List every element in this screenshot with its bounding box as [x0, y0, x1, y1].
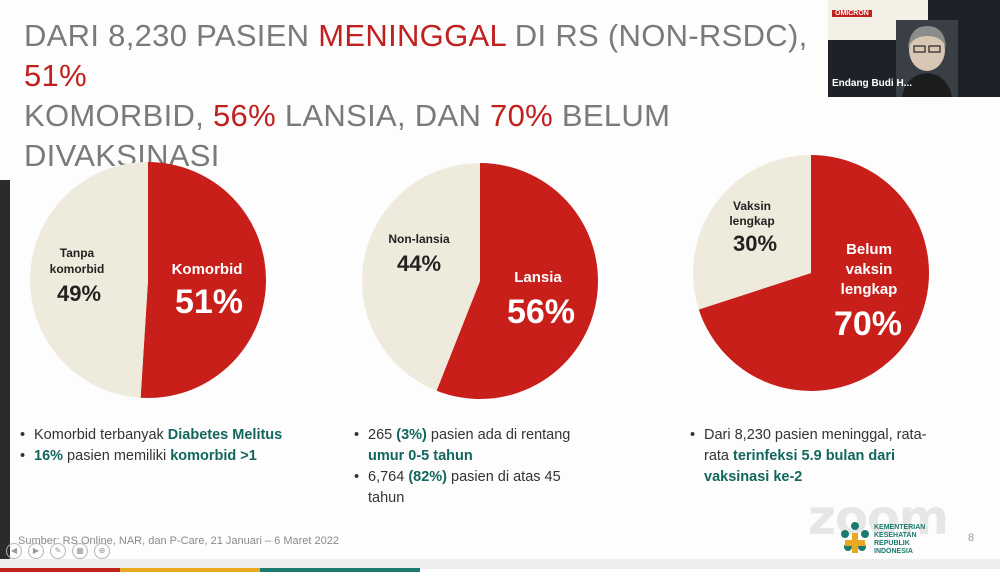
title-highlight: 56% — [213, 98, 276, 133]
pie1-label-b-pct: 49% — [57, 281, 101, 306]
note-text: 265 — [368, 427, 397, 443]
pie3-label-a-pct: 70% — [834, 305, 902, 343]
note-highlight: terinfeksi 5.9 bulan dari — [733, 448, 895, 464]
pie-slice-tanpa-komorbid — [30, 162, 148, 398]
pie2-label-b-line1: Non-lansia — [388, 232, 450, 246]
poster-tag: OMICRON — [832, 10, 872, 17]
title-text: DARI 8,230 PASIEN — [24, 18, 319, 53]
pie3-label-b-pct: 30% — [733, 231, 777, 256]
note-highlight: vaksinasi ke-2 — [704, 469, 803, 485]
pie2-label-a-line1: Lansia — [514, 269, 562, 286]
pie1-label-a-line1: Komorbid — [172, 261, 243, 278]
title-highlight: 51% — [24, 58, 87, 93]
pie-chart-vaksin — [693, 155, 930, 391]
list-item: Komorbid terbanyak Diabetes Melitus — [20, 425, 340, 446]
kemenkes-logo: KEMENTERIAN KESEHATAN REPUBLIK INDONESIA — [838, 520, 958, 560]
note-text: Komorbid terbanyak — [34, 427, 168, 443]
left-edge-bar — [0, 180, 10, 569]
note-text: tahun — [368, 490, 405, 506]
note-text: pasien memiliki — [63, 448, 171, 464]
presentation-progress-bar — [0, 559, 1000, 572]
pen-icon[interactable]: ✎ — [50, 543, 66, 559]
note-text: rata — [704, 448, 734, 464]
slide-controls: ◀ ▶ ✎ ▦ ⊕ — [6, 540, 116, 560]
pie3-label-a-line3: lengkap — [841, 281, 898, 298]
zoom-in-icon[interactable]: ⊕ — [94, 543, 110, 559]
note-text: pasien ada di rentang — [426, 427, 571, 443]
notes-lansia: 265 (3%) pasien ada di rentang umur 0-5 t… — [354, 425, 604, 509]
note-highlight: umur 0-5 tahun — [368, 448, 473, 464]
note-highlight: (3%) — [396, 427, 427, 443]
pie-slice-vaksin-lengkap — [693, 155, 811, 310]
prev-slide-icon[interactable]: ◀ — [6, 543, 22, 559]
note-text: Dari 8,230 pasien meninggal, rata- — [704, 427, 927, 443]
title-highlight: MENINGGAL — [318, 18, 506, 53]
pie-slice-komorbid — [140, 161, 267, 398]
pie1-label-b-line2: komorbid — [50, 262, 105, 276]
note-text: 6,764 — [368, 469, 409, 485]
list-item: Dari 8,230 pasien meninggal, rata-rata t… — [690, 425, 960, 488]
note-highlight: Diabetes Melitus — [167, 427, 283, 443]
page-number: 8 — [968, 532, 975, 544]
note-highlight: komorbid >1 — [170, 448, 257, 464]
pie-slice-non-lansia — [361, 163, 480, 391]
pie-chart-lansia — [361, 163, 598, 399]
participant-avatar-icon — [896, 20, 958, 97]
kemenkes-emblem-icon — [841, 522, 869, 553]
next-slide-icon[interactable]: ▶ — [28, 543, 44, 559]
note-text: pasien di atas 45 — [447, 469, 561, 485]
kemenkes-line: REPUBLIK — [874, 540, 910, 547]
kemenkes-line: INDONESIA — [874, 548, 913, 555]
note-highlight: (82%) — [408, 469, 448, 485]
pie1-label-a-pct: 51% — [175, 283, 243, 321]
list-item: 16% pasien memiliki komorbid >1 — [20, 446, 340, 467]
pie2-label-b-pct: 44% — [397, 251, 441, 276]
pie3-label-a-line1: Belum — [846, 241, 892, 258]
kemenkes-line: KESEHATAN — [874, 532, 917, 539]
title-text: DI RS (NON-RSDC), — [505, 18, 808, 53]
pie1-label-b-line1: Tanpa — [60, 246, 95, 260]
note-highlight: 16% — [34, 448, 64, 464]
pie2-label-a-pct: 56% — [507, 293, 575, 331]
kemenkes-text: KEMENTERIAN KESEHATAN REPUBLIK INDONESIA — [874, 524, 925, 556]
pie-chart-komorbid — [30, 161, 267, 398]
title-text: BELUM DIVAKSINASI — [24, 98, 671, 173]
notes-vaksin: Dari 8,230 pasien meninggal, rata-rata t… — [690, 425, 960, 488]
pie-slice-lansia — [436, 163, 598, 399]
kemenkes-line: KEMENTERIAN — [874, 524, 926, 531]
pie3-label-a-line2: vaksin — [846, 261, 893, 278]
list-item: 6,764 (82%) pasien di atas 45 tahun — [354, 467, 604, 509]
slide-title: DARI 8,230 PASIEN MENINGGAL DI RS (NON-R… — [24, 16, 824, 176]
zoom-watermark: zoom — [808, 490, 949, 546]
title-text: LANSIA, DAN — [275, 98, 491, 133]
pie-slice-belum-vaksin-lengkap — [698, 155, 930, 391]
title-text: KOMORBID, — [24, 98, 214, 133]
participant-name: Endang Budi H... — [832, 78, 912, 89]
title-highlight: 70% — [490, 98, 553, 133]
notes-komorbid: Komorbid terbanyak Diabetes Melitus 16% … — [20, 425, 340, 467]
grid-icon[interactable]: ▦ — [72, 543, 88, 559]
list-item: 265 (3%) pasien ada di rentang umur 0-5 t… — [354, 425, 604, 467]
pie3-label-b-line2: lengkap — [729, 214, 774, 228]
participant-video-tile[interactable]: OMICRON Endang Budi H... — [828, 0, 1000, 97]
pie3-label-b-line1: Vaksin — [733, 199, 771, 213]
